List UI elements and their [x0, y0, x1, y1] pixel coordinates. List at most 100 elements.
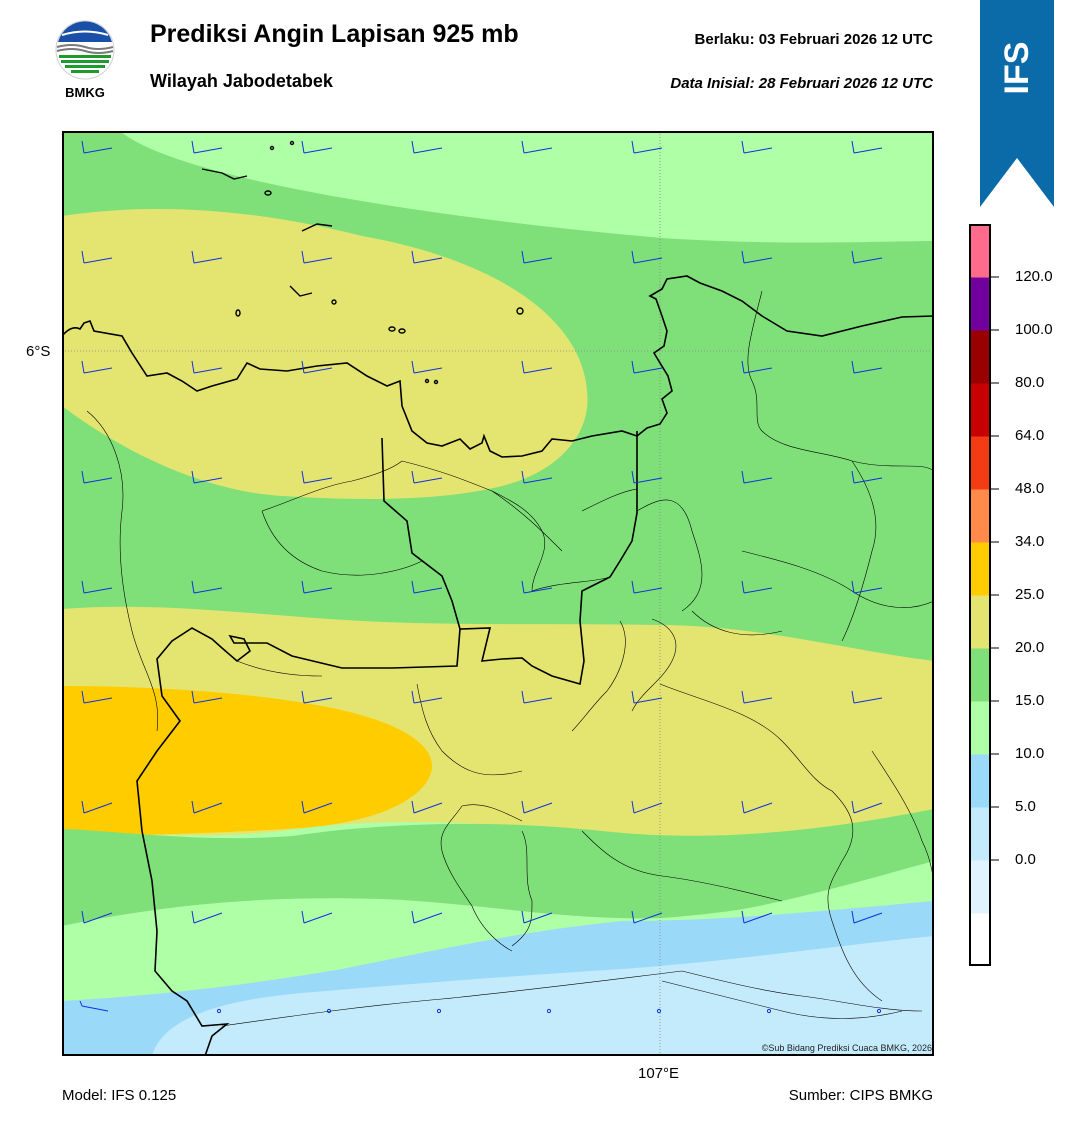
wind-barb — [521, 690, 553, 704]
wind-barb — [81, 800, 113, 814]
wind-barb — [301, 360, 333, 374]
wind-barb — [741, 910, 773, 924]
wind-barb — [301, 470, 333, 484]
ifs-ribbon-label: IFS — [998, 42, 1036, 95]
svg-text:IFS: IFS — [998, 42, 1036, 95]
wind-barb — [851, 800, 883, 814]
colorbar-segment — [969, 913, 991, 967]
wind-barb — [631, 580, 663, 594]
colorbar-segment — [969, 754, 991, 808]
wind-barb — [81, 250, 113, 264]
wind-barb — [301, 910, 333, 924]
colorbar — [969, 224, 999, 967]
map-title: Prediksi Angin Lapisan 925 mb — [150, 20, 519, 48]
wind-barb — [81, 470, 113, 484]
wind-barb — [411, 470, 443, 484]
wind-barb — [191, 580, 223, 594]
wind-barb — [631, 910, 663, 924]
wind-barb — [741, 580, 773, 594]
wind-barb — [851, 250, 883, 264]
colorbar-tick-label: 20.0 — [1015, 639, 1045, 656]
colorbar-segment — [969, 224, 991, 278]
bmkg-logo — [55, 20, 115, 80]
colorbar-tick-label: 48.0 — [1015, 480, 1045, 497]
wind-barb — [79, 1000, 109, 1012]
wind-barb — [191, 140, 223, 154]
wind-barbs — [79, 140, 883, 1014]
wind-barb — [301, 250, 333, 264]
calm-wind-marker — [436, 1008, 442, 1014]
wind-barb — [631, 470, 663, 484]
longitude-label: 107°E — [638, 1065, 680, 1082]
wind-barb — [631, 690, 663, 704]
wind-barb — [631, 800, 663, 814]
colorbar-segment — [969, 701, 991, 755]
initial-data-time: Data Inisial: 28 Februari 2026 12 UTC — [670, 75, 933, 92]
wind-barb — [301, 800, 333, 814]
colorbar-segment — [969, 383, 991, 437]
colorbar-segment — [969, 807, 991, 861]
wind-barb — [521, 910, 553, 924]
wind-barb — [301, 140, 333, 154]
wind-barb — [191, 360, 223, 374]
wind-barb — [521, 250, 553, 264]
wind-barb — [851, 360, 883, 374]
wind-barb — [411, 140, 443, 154]
colorbar-tick-label: 5.0 — [1015, 798, 1036, 815]
wind-barb — [741, 800, 773, 814]
wind-barb — [411, 800, 443, 814]
calm-wind-marker — [656, 1008, 662, 1014]
band-15-20-north — [62, 131, 934, 306]
model-label: Model: IFS 0.125 — [62, 1087, 177, 1104]
ifs-ribbon — [980, 0, 1054, 207]
wind-barb — [81, 580, 113, 594]
colorbar-segment — [969, 330, 991, 384]
islands — [201, 140, 524, 385]
colorbar-tick-label: 15.0 — [1015, 692, 1045, 709]
wind-barb — [411, 580, 443, 594]
colorbar-tick-label: 120.0 — [1015, 268, 1053, 285]
wind-barb — [741, 690, 773, 704]
band-10-15-south — [62, 866, 934, 1007]
wind-barb — [411, 910, 443, 924]
colorbar-tick-label: 25.0 — [1015, 586, 1045, 603]
wind-barb — [191, 470, 223, 484]
colorbar-tick-label: 34.0 — [1015, 533, 1045, 550]
wind-barb — [411, 690, 443, 704]
wind-barb — [191, 800, 223, 814]
wind-barb — [191, 910, 223, 924]
wind-barb — [741, 140, 773, 154]
wind-barb — [411, 360, 443, 374]
wind-barb — [631, 360, 663, 374]
wind-barb — [301, 580, 333, 594]
wind-speed-map — [62, 131, 934, 1056]
colorbar-tick-label: 100.0 — [1015, 321, 1053, 338]
calm-wind-marker — [216, 1008, 222, 1014]
colorbar-tick-label: 80.0 — [1015, 374, 1045, 391]
coastline — [62, 275, 934, 458]
band-20-25-north — [62, 208, 588, 499]
colorbar-segment — [969, 436, 991, 490]
map-subtitle: Wilayah Jabodetabek — [150, 71, 333, 91]
wind-barb — [301, 690, 333, 704]
calm-wind-marker — [876, 1008, 882, 1014]
wind-barb — [851, 690, 883, 704]
latitude-label: 6°S — [26, 343, 51, 360]
calm-wind-marker — [766, 1008, 772, 1014]
wind-barb — [851, 910, 883, 924]
wind-barb — [851, 470, 883, 484]
wind-barb — [851, 140, 883, 154]
wind-barb — [81, 690, 113, 704]
wind-barb — [81, 140, 113, 154]
wind-barb — [411, 250, 443, 264]
band-25-34 — [62, 686, 432, 838]
wind-barb — [631, 140, 663, 154]
band-0-5 — [152, 936, 934, 1056]
wind-barb — [741, 360, 773, 374]
colorbar-tick-label: 10.0 — [1015, 745, 1045, 762]
logo-text: BMKG — [65, 85, 105, 100]
colorbar-segment — [969, 595, 991, 649]
wind-barb — [521, 470, 553, 484]
wind-barb — [81, 910, 113, 924]
valid-time: Berlaku: 03 Februari 2026 12 UTC — [694, 31, 933, 48]
